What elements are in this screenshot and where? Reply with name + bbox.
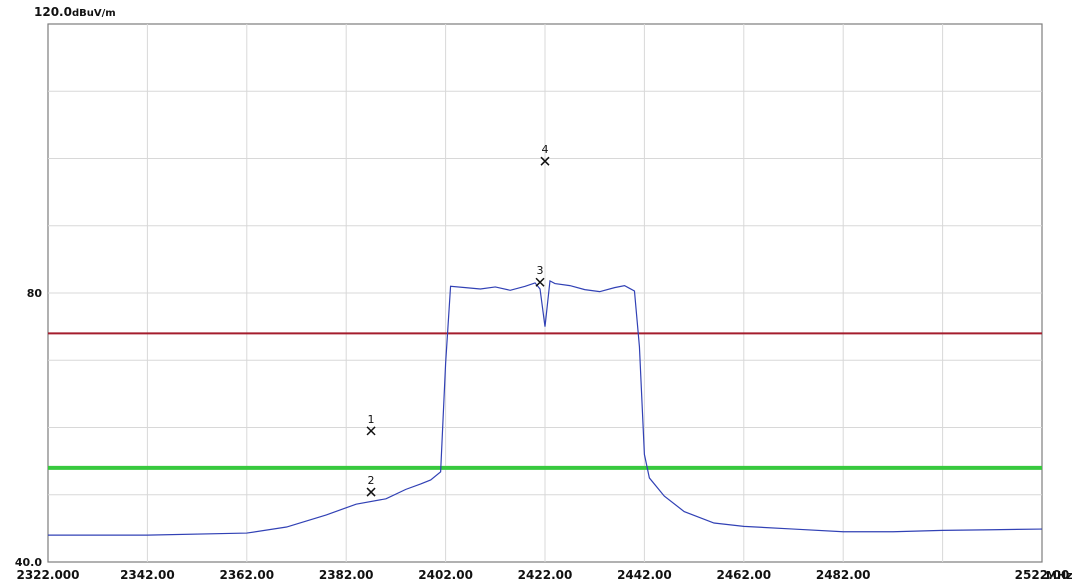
marker-4: 4 <box>540 143 550 166</box>
x-tick-label: 2382.00 <box>319 568 374 582</box>
y-axis-unit-label: dBuV/m <box>72 8 116 19</box>
marker-label: 4 <box>542 143 549 156</box>
series-group <box>48 279 1043 536</box>
x-tick-label: 2522.00 <box>1015 568 1070 582</box>
x-axis-unit-label: MHz <box>1046 569 1073 582</box>
x-tick-label: 2402.00 <box>418 568 473 582</box>
marker-3: 3 <box>535 264 545 287</box>
marker-label: 3 <box>537 264 544 277</box>
x-tick-label: 2422.00 <box>518 568 573 582</box>
markers: 1 2 3 4 <box>366 143 550 497</box>
y-tick-label: 40.0 <box>15 556 42 569</box>
y-tick-labels: 80 40.0 <box>15 287 42 569</box>
x-tick-label: 2462.00 <box>716 568 771 582</box>
marker-2: 2 <box>366 474 376 497</box>
x-tick-label: 2342.00 <box>120 568 175 582</box>
marker-cross-icon <box>366 487 376 497</box>
marker-label: 2 <box>368 474 375 487</box>
x-tick-label: 2362.00 <box>219 568 274 582</box>
trace-line <box>48 279 1043 536</box>
grid <box>48 24 1042 562</box>
x-tick-label: 2442.00 <box>617 568 672 582</box>
y-axis-top-label: 120.0 <box>34 5 72 19</box>
marker-cross-icon <box>366 426 376 436</box>
y-tick-label: 80 <box>27 287 43 300</box>
x-tick-label: 2322.000 <box>16 568 79 582</box>
marker-cross-icon <box>540 156 550 166</box>
marker-cross-icon <box>535 277 545 287</box>
x-tick-labels: 2322.000 2342.00 2362.00 2382.00 2402.00 2422… <box>16 568 1069 582</box>
x-tick-label: 2482.00 <box>816 568 871 582</box>
marker-label: 1 <box>368 413 375 426</box>
limit-lines <box>48 332 1042 470</box>
marker-1: 1 <box>366 413 376 436</box>
